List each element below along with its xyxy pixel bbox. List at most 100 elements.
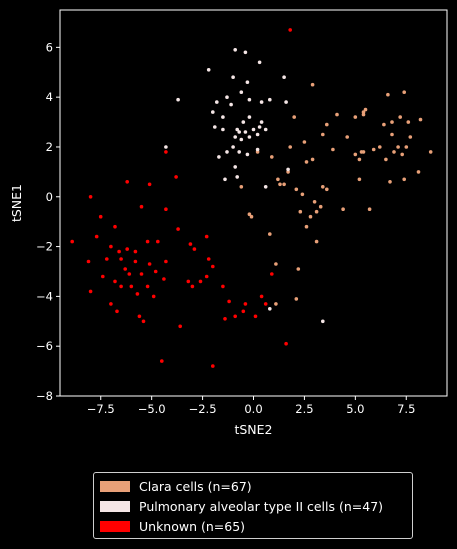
data-point xyxy=(233,48,237,52)
data-point xyxy=(335,112,339,117)
x-axis-label: tSNE2 xyxy=(234,422,272,437)
data-point xyxy=(109,302,113,306)
data-point xyxy=(147,262,152,266)
data-point xyxy=(247,115,252,119)
data-point xyxy=(263,185,268,189)
data-point xyxy=(270,155,274,159)
series-1 xyxy=(164,48,325,324)
data-point xyxy=(378,145,382,149)
legend-label-unknown: Unknown (n=65) xyxy=(139,518,246,534)
data-point xyxy=(255,147,260,152)
data-point xyxy=(221,115,225,119)
data-point xyxy=(243,302,248,306)
data-point xyxy=(139,204,144,209)
data-point xyxy=(288,145,293,149)
data-point xyxy=(361,150,366,154)
data-point xyxy=(274,302,278,306)
data-point xyxy=(294,297,299,301)
data-point xyxy=(105,257,109,261)
data-point xyxy=(164,259,168,264)
data-point xyxy=(233,135,237,139)
data-point xyxy=(231,75,235,79)
data-point xyxy=(284,341,288,346)
data-point xyxy=(88,195,93,199)
data-point xyxy=(253,314,258,319)
data-point xyxy=(151,294,156,299)
data-point xyxy=(123,267,127,271)
data-point xyxy=(388,180,392,184)
data-point xyxy=(325,122,329,127)
data-point xyxy=(308,214,313,219)
data-point xyxy=(94,234,99,239)
x-tick-label: 2.5 xyxy=(295,402,313,416)
data-point xyxy=(314,239,319,244)
legend-item-unknown: Unknown (n=65) xyxy=(100,516,406,536)
x-tick-label: 7.5 xyxy=(397,402,415,416)
data-point xyxy=(274,262,278,266)
data-point xyxy=(292,115,297,119)
y-axis-ticks: −8 −6 −4 −2 0 2 4 6 xyxy=(36,40,60,403)
data-point xyxy=(392,150,396,154)
data-point xyxy=(241,309,246,314)
data-point xyxy=(363,107,368,112)
data-point xyxy=(353,152,358,157)
data-point xyxy=(428,150,433,154)
data-point xyxy=(211,110,215,114)
y-tick-label: −4 xyxy=(36,289,53,303)
data-point xyxy=(245,80,250,84)
data-point xyxy=(310,157,315,162)
data-point xyxy=(268,307,272,311)
data-point xyxy=(115,309,119,314)
data-point xyxy=(418,117,423,122)
data-point xyxy=(321,319,325,324)
data-point xyxy=(233,314,237,319)
data-point xyxy=(213,125,217,129)
data-point xyxy=(404,145,409,149)
data-point xyxy=(225,95,229,99)
data-point xyxy=(371,147,376,152)
data-point xyxy=(101,274,105,279)
data-point xyxy=(251,127,256,132)
data-point xyxy=(325,187,329,192)
data-point xyxy=(113,224,117,229)
data-point xyxy=(318,204,323,209)
data-point xyxy=(239,137,244,142)
data-point xyxy=(398,115,403,119)
data-point xyxy=(129,284,134,289)
data-point xyxy=(174,175,178,179)
data-point xyxy=(282,75,286,79)
data-point xyxy=(357,177,362,182)
data-point xyxy=(243,50,248,55)
plot-area xyxy=(59,9,448,397)
data-point xyxy=(270,272,274,276)
data-point xyxy=(223,177,227,182)
data-point xyxy=(282,182,286,187)
data-point xyxy=(257,60,262,65)
data-point xyxy=(192,247,197,251)
data-point xyxy=(137,314,142,319)
data-point xyxy=(247,97,252,102)
data-point xyxy=(239,185,244,189)
data-point xyxy=(127,272,132,276)
data-point xyxy=(221,127,225,132)
data-point xyxy=(302,140,307,144)
data-point xyxy=(268,232,272,236)
data-point xyxy=(259,120,264,124)
legend-label-alveolar: Pulmonary alveolar type II cells (n=47) xyxy=(139,498,384,514)
data-point xyxy=(263,127,268,132)
data-point xyxy=(263,302,268,306)
data-point xyxy=(86,259,91,264)
data-point xyxy=(286,167,290,172)
data-point xyxy=(284,100,288,104)
data-point xyxy=(353,115,358,119)
data-point xyxy=(396,145,400,149)
data-point xyxy=(257,125,262,129)
legend-swatch-alveolar xyxy=(100,500,130,512)
data-point xyxy=(402,177,407,182)
y-tick-label: 0 xyxy=(46,190,53,204)
y-tick-label: −6 xyxy=(36,339,53,353)
data-point xyxy=(147,182,152,187)
scatter-chart: −7.5 −5.0 −2.5 0.0 2.5 5.0 7.5 −8 −6 −4 −2 0 2 4 6 tS… xyxy=(9,9,448,437)
data-point xyxy=(288,28,293,32)
data-point xyxy=(125,247,129,251)
